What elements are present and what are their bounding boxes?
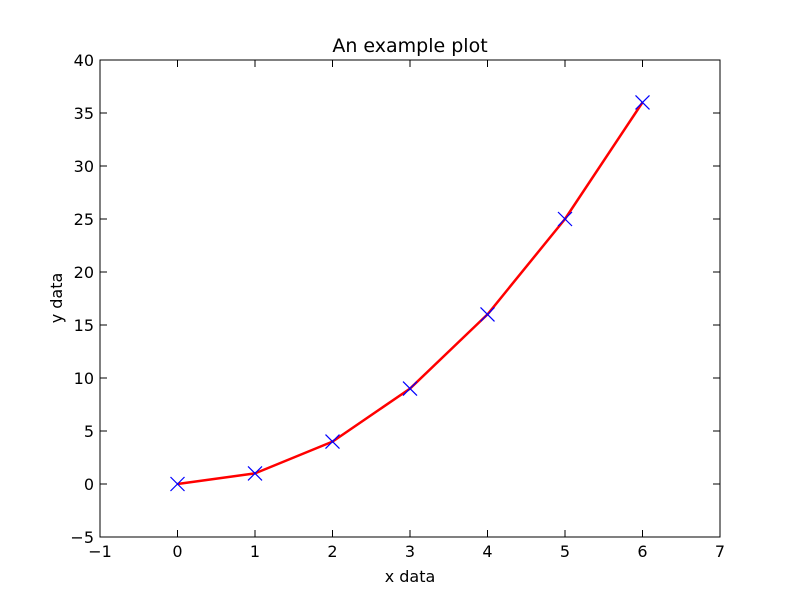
marker-stroke [325, 434, 340, 450]
x-tick-label: 2 [327, 542, 337, 561]
data-point-marker [402, 381, 418, 397]
x-tick-label: −1 [88, 542, 112, 561]
data-point-marker [247, 465, 263, 481]
y-tick-label: 5 [84, 422, 94, 441]
marker-stroke [170, 476, 185, 492]
x-tick-label: 3 [405, 542, 415, 561]
x-tick-label: 6 [637, 542, 647, 561]
marker-stroke [635, 94, 650, 110]
x-tick-label: 7 [715, 542, 725, 561]
y-tick-label: −5 [70, 528, 94, 547]
y-tick-label: 30 [74, 157, 94, 176]
plot-area-frame [99, 59, 721, 538]
marker-stroke [557, 211, 573, 227]
x-axis-label: x data [385, 567, 436, 586]
y-tick-label: 15 [74, 316, 94, 335]
y-tick-label: 10 [74, 369, 94, 388]
data-point-marker [635, 94, 650, 110]
y-axis-label: y data [47, 273, 66, 324]
y-tick-label: 0 [84, 475, 94, 494]
marker-stroke [402, 381, 418, 397]
data-point-marker [325, 434, 340, 450]
data-point-marker [557, 211, 573, 227]
x-tick-label: 5 [560, 542, 570, 561]
data-point-marker [170, 476, 185, 492]
x-tick-label: 1 [250, 542, 260, 561]
y-tick-label: 40 [74, 51, 94, 70]
data-point-marker [480, 306, 495, 322]
y-tick-label: 25 [74, 210, 94, 229]
y-tick-label: 35 [74, 104, 94, 123]
chart-title: An example plot [332, 35, 487, 57]
x-tick-label: 0 [172, 542, 182, 561]
marker-stroke [480, 306, 495, 322]
data-layer [170, 94, 650, 492]
x-tick-label: 4 [482, 542, 492, 561]
y-tick-label: 20 [74, 263, 94, 282]
marker-stroke [247, 465, 263, 481]
